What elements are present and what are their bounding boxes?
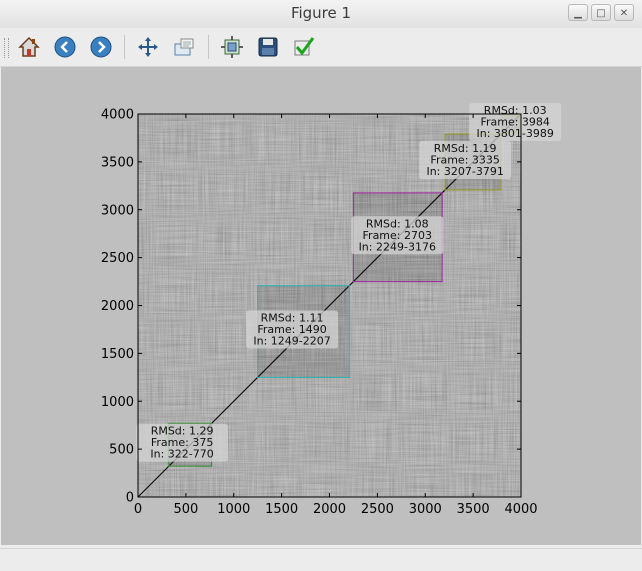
y-tick-label: 2000 bbox=[101, 299, 134, 314]
toolbar bbox=[0, 28, 642, 67]
back-arrow-icon bbox=[54, 36, 76, 58]
toolbar-separator bbox=[208, 35, 209, 59]
cluster-label-line: In: 322-770 bbox=[150, 448, 213, 461]
toolbar-grip[interactable] bbox=[4, 38, 9, 58]
y-tick-label: 1500 bbox=[101, 347, 134, 362]
pan-button[interactable] bbox=[135, 34, 161, 60]
x-tick-label: 1000 bbox=[217, 502, 250, 517]
x-tick-label: 500 bbox=[173, 502, 198, 517]
cluster-label-line: Frame: 1490 bbox=[257, 323, 326, 336]
subplots-icon bbox=[221, 36, 243, 58]
status-bar bbox=[0, 548, 642, 571]
x-tick-label: 3000 bbox=[409, 502, 442, 517]
y-tick-label: 500 bbox=[109, 443, 134, 458]
cluster-label-line: In: 1249-2207 bbox=[253, 335, 330, 348]
home-button[interactable] bbox=[16, 34, 42, 60]
cluster-label-line: Frame: 375 bbox=[151, 436, 213, 449]
cluster-label-line: In: 2249-3176 bbox=[359, 240, 436, 253]
toolbar-separator bbox=[124, 35, 125, 59]
window-title: Figure 1 bbox=[290, 4, 352, 22]
cluster-label-box bbox=[419, 140, 512, 179]
cluster-label-line: Frame: 3335 bbox=[430, 153, 499, 166]
save-floppy-icon bbox=[258, 37, 278, 57]
maximize-button[interactable]: □ bbox=[591, 4, 611, 21]
cluster-label-line: Frame: 3984 bbox=[480, 116, 549, 129]
zoom-button[interactable] bbox=[171, 34, 197, 60]
close-button[interactable]: ✕ bbox=[614, 4, 634, 21]
zoom-rect-icon bbox=[174, 38, 194, 56]
subplots-button[interactable] bbox=[219, 34, 245, 60]
cluster-label-line: Frame: 2703 bbox=[363, 229, 432, 242]
y-tick-label: 4000 bbox=[101, 108, 134, 123]
y-tick-label: 1000 bbox=[101, 395, 134, 410]
x-tick-label: 1500 bbox=[265, 502, 298, 517]
cluster-label-line: RMSd: 1.19 bbox=[434, 142, 497, 155]
x-tick-label: 4000 bbox=[504, 502, 537, 517]
x-tick-label: 2500 bbox=[361, 502, 394, 517]
cluster-label-box bbox=[351, 216, 444, 255]
edit-axis-button[interactable] bbox=[291, 34, 317, 60]
cluster-label-line: RMSd: 1.08 bbox=[366, 217, 429, 230]
cluster-label-line: In: 3207-3791 bbox=[426, 165, 503, 178]
save-button[interactable] bbox=[255, 34, 281, 60]
y-tick-label: 0 bbox=[126, 491, 134, 506]
back-button[interactable] bbox=[52, 34, 78, 60]
y-tick-label: 3500 bbox=[101, 155, 134, 170]
cluster-label-line: In: 3801-3989 bbox=[477, 127, 554, 140]
forward-button[interactable] bbox=[88, 34, 114, 60]
pan-move-icon bbox=[138, 37, 158, 57]
cluster-label-box bbox=[136, 423, 229, 462]
cluster-label-box bbox=[246, 310, 339, 349]
y-tick-label: 3000 bbox=[101, 203, 134, 218]
minimize-button[interactable]: ▁ bbox=[568, 4, 588, 21]
cluster-label-line: RMSd: 1.11 bbox=[261, 312, 324, 325]
title-bar: Figure 1 ▁ □ ✕ bbox=[0, 0, 642, 29]
x-tick-label: 2000 bbox=[313, 502, 346, 517]
cluster-label-box bbox=[469, 103, 562, 142]
home-icon bbox=[18, 36, 40, 57]
cluster-label-line: RMSd: 1.29 bbox=[151, 425, 214, 438]
forward-arrow-icon bbox=[90, 36, 112, 58]
figure-canvas[interactable]: RMSd: 1.29 Frame: 375 In: 322-770 RMSd: 1.1… bbox=[1, 67, 641, 545]
checkmark-icon bbox=[294, 37, 315, 56]
x-tick-label: 0 bbox=[134, 502, 142, 517]
x-tick-label: 3500 bbox=[457, 502, 490, 517]
y-tick-label: 2500 bbox=[101, 251, 134, 266]
